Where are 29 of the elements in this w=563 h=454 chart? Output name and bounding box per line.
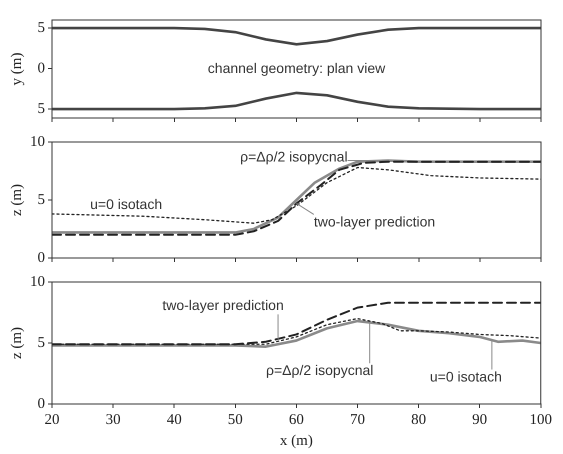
y-tick-label: 5: [38, 334, 45, 351]
x-axis-title: x (m): [280, 432, 313, 449]
x-tick-label: 60: [288, 412, 304, 428]
annotation: u=0 isotach: [430, 368, 502, 384]
y-axis-title: z (m): [8, 184, 25, 216]
annotation: two-layer prediction: [314, 213, 436, 230]
y-tick-label: 0: [38, 60, 45, 77]
y-axis-title: z (m): [8, 326, 25, 360]
x-tick-label: 30: [106, 412, 121, 428]
y-tick-label: 0: [38, 250, 45, 266]
y-tick-label: 5: [38, 101, 45, 118]
y-tick-label: 5: [38, 192, 45, 208]
annotation: ρ=Δρ/2 isopycnal: [240, 148, 348, 164]
annotation: u=0 isotach: [90, 196, 162, 212]
x-tick-label: 80: [411, 412, 426, 428]
y-tick-label: 5: [38, 20, 45, 36]
x-tick-label: 50: [228, 412, 243, 428]
x-tick-label: 70: [350, 412, 365, 428]
x-tick-label: 40: [166, 412, 182, 428]
y-tick-label: 10: [30, 274, 45, 290]
y-tick-label: 0: [38, 396, 45, 412]
x-tick-label: 90: [472, 412, 488, 428]
annotation: ρ=Δρ/2 isopycnal: [266, 362, 374, 378]
annotation: two-layer prediction: [162, 297, 284, 314]
annotation: channel geometry: plan view: [208, 60, 386, 76]
x-tick-label: 100: [530, 412, 552, 428]
x-tick-label: 20: [44, 412, 60, 428]
y-tick-label: 10: [30, 134, 45, 150]
y-axis-title: y (m): [8, 52, 25, 86]
